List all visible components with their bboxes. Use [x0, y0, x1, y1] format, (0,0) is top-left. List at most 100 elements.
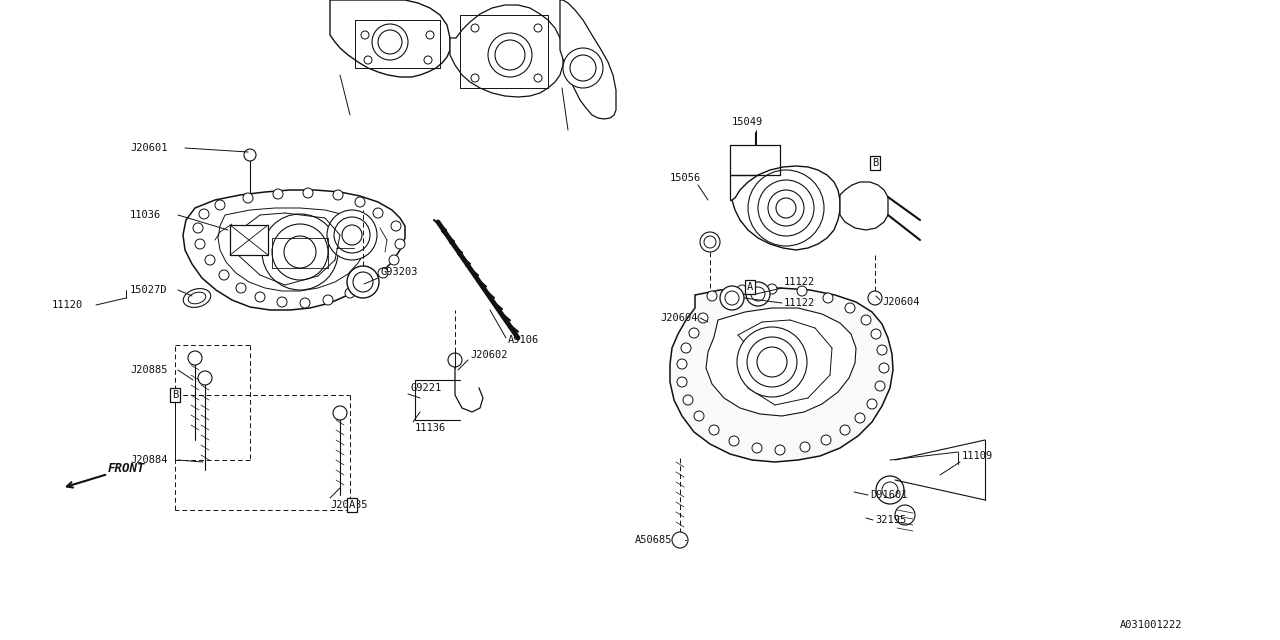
- Text: B: B: [172, 390, 178, 400]
- Text: FRONT: FRONT: [108, 461, 146, 474]
- Text: J20604: J20604: [660, 313, 698, 323]
- Circle shape: [820, 435, 831, 445]
- Circle shape: [751, 287, 765, 301]
- Text: D91601: D91601: [870, 490, 908, 500]
- Circle shape: [448, 353, 462, 367]
- Circle shape: [677, 359, 687, 369]
- Circle shape: [488, 33, 532, 77]
- Circle shape: [276, 297, 287, 307]
- Circle shape: [730, 436, 739, 446]
- Circle shape: [681, 343, 691, 353]
- Text: 11122: 11122: [785, 277, 815, 287]
- Circle shape: [205, 255, 215, 265]
- Text: A: A: [349, 500, 355, 510]
- Circle shape: [353, 272, 372, 292]
- Circle shape: [534, 24, 541, 32]
- Circle shape: [273, 224, 328, 280]
- Circle shape: [390, 221, 401, 231]
- Circle shape: [876, 476, 904, 504]
- Circle shape: [262, 214, 338, 290]
- Circle shape: [737, 285, 748, 295]
- Circle shape: [333, 190, 343, 200]
- Circle shape: [709, 425, 719, 435]
- Circle shape: [372, 208, 383, 218]
- Circle shape: [737, 327, 806, 397]
- Circle shape: [684, 395, 692, 405]
- Text: G93203: G93203: [380, 267, 417, 277]
- Circle shape: [243, 193, 253, 203]
- Circle shape: [273, 189, 283, 199]
- Circle shape: [364, 56, 372, 64]
- Circle shape: [424, 56, 433, 64]
- Circle shape: [355, 197, 365, 207]
- Polygon shape: [451, 5, 563, 97]
- Circle shape: [563, 48, 603, 88]
- Circle shape: [303, 188, 314, 198]
- Circle shape: [677, 377, 687, 387]
- Polygon shape: [230, 225, 268, 255]
- Circle shape: [895, 505, 915, 525]
- Circle shape: [768, 190, 804, 226]
- Circle shape: [215, 200, 225, 210]
- Circle shape: [721, 286, 744, 310]
- Polygon shape: [732, 166, 840, 250]
- Text: 11109: 11109: [963, 451, 993, 461]
- Text: J20885: J20885: [131, 365, 168, 375]
- Circle shape: [694, 411, 704, 421]
- Circle shape: [570, 55, 596, 81]
- Circle shape: [426, 31, 434, 39]
- Circle shape: [870, 329, 881, 339]
- Circle shape: [195, 239, 205, 249]
- Circle shape: [471, 74, 479, 82]
- Circle shape: [845, 303, 855, 313]
- Text: A50685: A50685: [635, 535, 672, 545]
- Circle shape: [800, 442, 810, 452]
- Circle shape: [868, 291, 882, 305]
- Circle shape: [861, 315, 870, 325]
- Circle shape: [746, 282, 771, 306]
- Polygon shape: [730, 175, 780, 200]
- Text: 11036: 11036: [131, 210, 161, 220]
- Circle shape: [700, 232, 721, 252]
- Circle shape: [698, 313, 708, 323]
- Circle shape: [877, 345, 887, 355]
- Circle shape: [672, 532, 689, 548]
- Polygon shape: [330, 0, 451, 77]
- Circle shape: [300, 298, 310, 308]
- Text: 32195: 32195: [876, 515, 906, 525]
- Circle shape: [255, 292, 265, 302]
- Polygon shape: [707, 308, 856, 416]
- Circle shape: [236, 283, 246, 293]
- Text: 15049: 15049: [732, 117, 763, 127]
- Circle shape: [244, 149, 256, 161]
- Text: 15056: 15056: [669, 173, 701, 183]
- Circle shape: [323, 295, 333, 305]
- Circle shape: [767, 284, 777, 294]
- Circle shape: [707, 291, 717, 301]
- Circle shape: [378, 30, 402, 54]
- Circle shape: [774, 445, 785, 455]
- Polygon shape: [669, 288, 893, 462]
- Circle shape: [347, 266, 379, 298]
- Circle shape: [188, 351, 202, 365]
- Circle shape: [342, 225, 362, 245]
- Text: 15027D: 15027D: [131, 285, 168, 295]
- Text: A9106: A9106: [508, 335, 539, 345]
- Circle shape: [876, 381, 884, 391]
- Polygon shape: [218, 208, 369, 291]
- Circle shape: [361, 31, 369, 39]
- Circle shape: [756, 347, 787, 377]
- Circle shape: [748, 337, 797, 387]
- Text: J20601: J20601: [131, 143, 168, 153]
- Text: J20602: J20602: [470, 350, 507, 360]
- Text: A: A: [746, 282, 753, 292]
- Circle shape: [840, 425, 850, 435]
- Circle shape: [284, 236, 316, 268]
- Text: 11122: 11122: [785, 298, 815, 308]
- Circle shape: [855, 413, 865, 423]
- Circle shape: [704, 236, 716, 248]
- Circle shape: [333, 406, 347, 420]
- Ellipse shape: [188, 292, 206, 304]
- Circle shape: [879, 363, 890, 373]
- Circle shape: [823, 293, 833, 303]
